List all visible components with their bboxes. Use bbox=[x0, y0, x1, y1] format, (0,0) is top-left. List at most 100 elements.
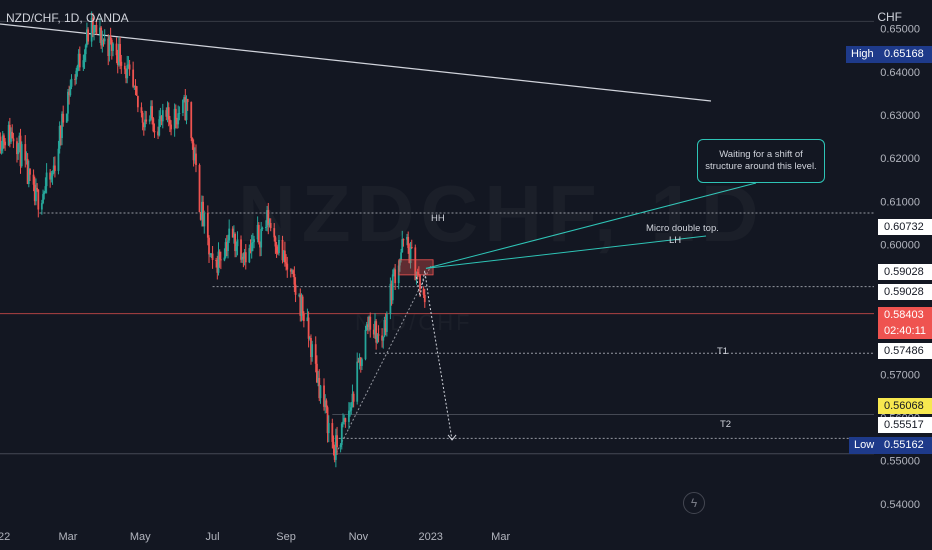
candle-body bbox=[203, 212, 206, 227]
candle-body bbox=[50, 175, 53, 180]
candle-body bbox=[67, 91, 69, 114]
candle-body bbox=[33, 184, 36, 202]
candle-body bbox=[151, 106, 154, 119]
candle-body bbox=[150, 106, 152, 120]
candle-body bbox=[74, 78, 76, 80]
candle-body bbox=[251, 242, 254, 244]
candle-body bbox=[112, 43, 114, 51]
candle-body bbox=[54, 165, 56, 171]
current-price-tag: 0.58403 bbox=[878, 307, 932, 323]
callout-pointer-2 bbox=[425, 235, 707, 269]
high-price-tag: 0.65168 bbox=[878, 46, 932, 63]
candle-body bbox=[289, 269, 292, 272]
candle-body bbox=[331, 423, 334, 442]
candle-body bbox=[69, 86, 72, 96]
candle-body bbox=[91, 17, 94, 33]
candle-body bbox=[356, 361, 359, 402]
candle-body bbox=[350, 407, 353, 411]
candle-body bbox=[215, 259, 218, 261]
y-tick-label: 0.57000 bbox=[880, 369, 920, 381]
candle-body bbox=[274, 237, 277, 247]
candle-body bbox=[45, 172, 48, 187]
low-price-tag: 0.55162 bbox=[878, 437, 932, 454]
candle-body bbox=[260, 229, 263, 248]
candle-body bbox=[375, 321, 378, 343]
candle-body bbox=[95, 25, 98, 35]
candle-body bbox=[394, 269, 397, 284]
candle-body bbox=[233, 233, 235, 238]
candle-body bbox=[100, 27, 103, 46]
bolt-icon[interactable]: ϟ bbox=[683, 492, 705, 514]
candle-body bbox=[361, 359, 363, 366]
candle-body bbox=[120, 61, 123, 66]
candle-body bbox=[61, 113, 63, 139]
candle-body bbox=[310, 338, 312, 357]
candle-body bbox=[364, 329, 367, 360]
candle-body bbox=[291, 270, 293, 272]
structure-callout[interactable]: Waiting for a shift of structure around … bbox=[697, 139, 825, 183]
candle-body bbox=[42, 194, 44, 204]
level-tag-1: 0.60732 bbox=[878, 219, 932, 235]
candle-body bbox=[416, 272, 419, 274]
candle-body bbox=[415, 272, 418, 281]
candle-body bbox=[211, 253, 214, 260]
candle-body bbox=[389, 283, 392, 315]
candle-body bbox=[286, 263, 289, 270]
candle-body bbox=[90, 17, 93, 42]
candle-body bbox=[178, 113, 181, 115]
candle-body bbox=[359, 357, 362, 366]
candle-body bbox=[393, 269, 395, 275]
candle-body bbox=[324, 400, 327, 407]
x-tick-label: Jul bbox=[206, 531, 220, 543]
candle-body bbox=[62, 113, 65, 123]
candle-body bbox=[8, 124, 11, 142]
candle-body bbox=[269, 223, 272, 229]
candle-body bbox=[265, 226, 267, 228]
candle-body bbox=[208, 237, 210, 255]
candle-body bbox=[68, 91, 71, 96]
candle-body bbox=[300, 296, 303, 316]
candle-body bbox=[190, 102, 193, 138]
candle-body bbox=[202, 201, 204, 227]
candle-body bbox=[382, 336, 385, 341]
candle-body bbox=[276, 252, 279, 254]
candle-body bbox=[261, 227, 264, 230]
candle-body bbox=[4, 141, 7, 146]
candle-body bbox=[170, 124, 172, 130]
candle-body bbox=[152, 118, 155, 132]
y-tick-label: 0.65000 bbox=[880, 24, 920, 36]
candle-body bbox=[52, 165, 55, 173]
candle-body bbox=[368, 316, 370, 328]
candle-body bbox=[86, 29, 88, 46]
x-tick-label: 2023 bbox=[418, 531, 442, 543]
candle-body bbox=[302, 313, 305, 322]
y-tick-label: 0.64000 bbox=[880, 67, 920, 79]
candle-body bbox=[317, 377, 319, 383]
symbol-label[interactable]: NZD/CHF, 1D, OANDA bbox=[6, 11, 129, 25]
candle-body bbox=[103, 38, 106, 42]
candle-body bbox=[144, 119, 146, 128]
high-name-tag: High bbox=[846, 46, 879, 63]
candle-body bbox=[134, 85, 137, 87]
candle-body bbox=[266, 210, 269, 227]
symbol-watermark-sub: NZD/CHF bbox=[355, 310, 473, 336]
candle-body bbox=[273, 228, 276, 238]
candle-body bbox=[123, 65, 126, 70]
candle-body bbox=[167, 107, 170, 120]
candle-body bbox=[223, 257, 226, 261]
candle-body bbox=[256, 224, 259, 240]
candle-body bbox=[78, 53, 81, 68]
candle-body bbox=[307, 317, 310, 339]
candle-body bbox=[83, 54, 86, 61]
candle-body bbox=[398, 259, 401, 266]
support-trend-line bbox=[334, 266, 432, 457]
candle-body bbox=[351, 393, 354, 408]
candle-body bbox=[376, 334, 379, 343]
candle-body bbox=[199, 212, 202, 220]
y-tick-label: 0.61000 bbox=[880, 196, 920, 208]
candle-body bbox=[176, 119, 178, 125]
candle-body bbox=[401, 239, 404, 253]
candle-body bbox=[343, 418, 346, 422]
candle-body bbox=[342, 421, 344, 424]
